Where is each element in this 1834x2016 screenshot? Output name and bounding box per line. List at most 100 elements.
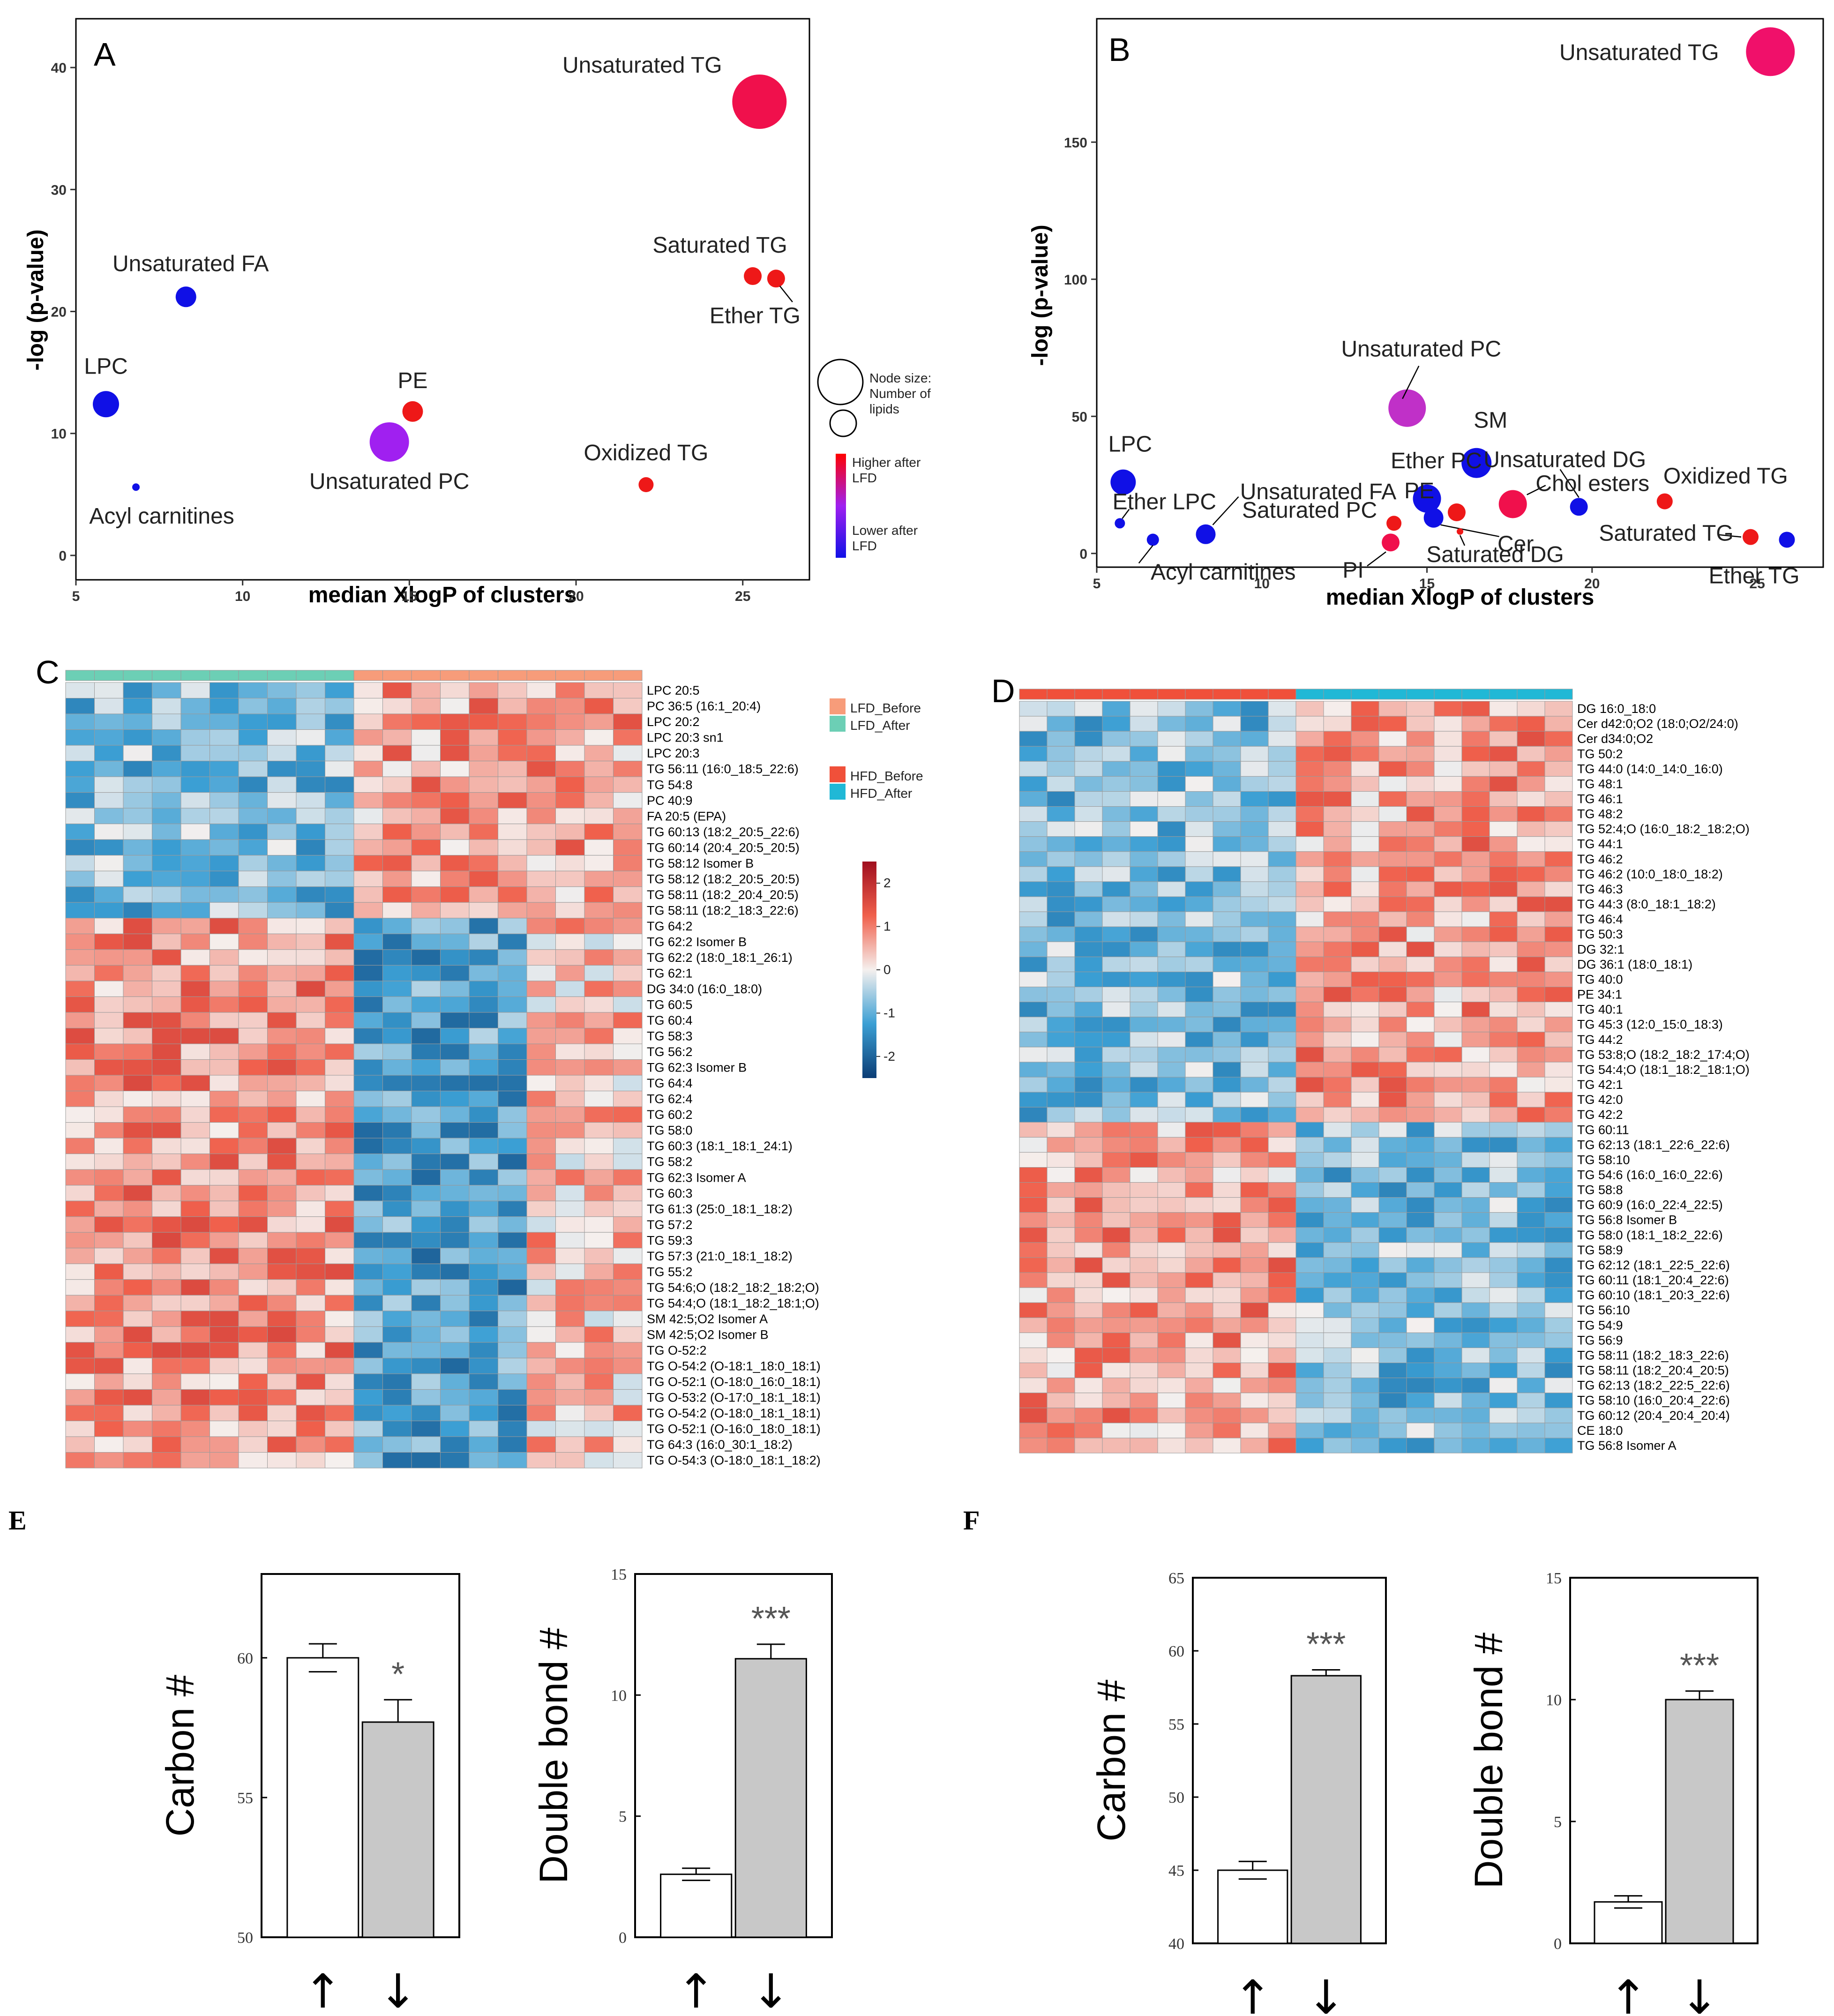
heat-cell [411, 745, 441, 762]
heat-cell [1268, 1378, 1296, 1394]
heat-cell [1268, 1347, 1296, 1364]
heat-cell [1517, 761, 1545, 777]
y-tick-label: 65 [1168, 1570, 1184, 1587]
heat-cell [1240, 881, 1269, 897]
heat-cell [584, 1216, 614, 1233]
heat-cell [1351, 926, 1379, 942]
heat-cell [1434, 1167, 1462, 1183]
heat-cell [1544, 1062, 1573, 1078]
heat-cell [123, 1311, 152, 1327]
heat-cell [1295, 1077, 1324, 1093]
bubble-label-unsaturated-fa: Unsaturated FA [112, 251, 269, 276]
heat-cell [94, 996, 124, 1013]
heat-cell [94, 808, 124, 824]
heat-cell [210, 745, 239, 762]
heat-cell [94, 918, 124, 934]
heat-cell [1130, 881, 1158, 897]
heat-cell [469, 870, 498, 887]
heat-cell [94, 1248, 124, 1264]
row-label: TG 42:1 [1577, 1078, 1623, 1092]
row-label: TG 56:8 Isomer B [1577, 1213, 1677, 1227]
heat-cell [1240, 806, 1269, 822]
heat-cell [555, 918, 585, 934]
heat-cell [613, 824, 643, 840]
heat-cell [1434, 821, 1462, 837]
heat-cell [1019, 1332, 1048, 1348]
heat-cell [1461, 716, 1490, 732]
heat-cell [1102, 1032, 1130, 1048]
heat-cell [1295, 701, 1324, 717]
heat-cell [1378, 746, 1407, 762]
heat-cell [469, 761, 498, 777]
heat-cell [469, 1059, 498, 1076]
heat-cell [1240, 1167, 1269, 1183]
heat-cell [353, 1357, 383, 1374]
leader-line [1559, 469, 1579, 498]
heat-cell [498, 698, 527, 714]
heat-cell [1213, 1002, 1241, 1018]
heat-cell [123, 996, 152, 1013]
heat-cell [238, 745, 268, 762]
heat-cell [152, 902, 181, 919]
heat-cell [296, 682, 325, 699]
heat-cell [267, 1342, 297, 1358]
heat-cell [1434, 1378, 1462, 1394]
heat-cell [1378, 1363, 1407, 1379]
heat-cell [65, 886, 95, 903]
heat-cell [94, 870, 124, 887]
heat-cell [296, 1200, 325, 1217]
heat-cell [296, 1295, 325, 1312]
heat-cell [1130, 1047, 1158, 1063]
leader-line [1402, 366, 1420, 399]
heat-cell [353, 1138, 383, 1154]
heat-cell [1240, 1017, 1269, 1033]
heat-cell [94, 1012, 124, 1028]
heat-cell [1489, 1257, 1518, 1273]
heat-cell [267, 1232, 297, 1249]
heat-cell [1295, 971, 1324, 988]
heat-cell [1461, 1212, 1490, 1228]
heat-cell [94, 729, 124, 746]
heat-cell [1213, 1242, 1241, 1258]
heat-cell [382, 886, 412, 903]
heat-cell [1461, 821, 1490, 837]
heat-cell [94, 745, 124, 762]
heat-cell [555, 1185, 585, 1201]
heat-cell [613, 1138, 643, 1154]
heat-cell [1378, 716, 1407, 732]
row-label: TG 46:3 [1577, 882, 1623, 896]
heat-cell [584, 1154, 614, 1170]
heat-cell [1517, 716, 1545, 732]
bar-up [660, 1874, 733, 1938]
heat-cell [267, 1154, 297, 1170]
heat-cell [613, 933, 643, 950]
heat-cell [1434, 791, 1462, 807]
heat-cell [238, 824, 268, 840]
heat-cell [1185, 1077, 1213, 1093]
heat-cell [1406, 836, 1435, 852]
heat-cell [1323, 971, 1352, 988]
row-label: TG 60:10 (18:1_20:3_22:6) [1577, 1288, 1730, 1302]
heat-cell [152, 1106, 181, 1123]
heat-cell [152, 1091, 181, 1107]
row-label: DG 16:0_18:0 [1577, 702, 1656, 716]
heat-cell [498, 965, 527, 982]
row-label: Cer d34:0;O2 [1577, 732, 1653, 746]
heat-cell [1295, 716, 1324, 732]
heat-cell [1544, 851, 1573, 867]
heat-cell [1406, 851, 1435, 867]
row-label: TG O-54:3 (O-18:0_18:1_18:2) [647, 1454, 821, 1468]
heat-cell [555, 776, 585, 793]
annotation-hfd-before [1240, 689, 1269, 700]
heat-cell [1157, 987, 1186, 1003]
heat-cell [1074, 806, 1103, 822]
heat-cell [440, 776, 470, 793]
heat-cell [1406, 941, 1435, 957]
heat-cell [267, 902, 297, 919]
row-label: TG 54:4;O (18:1_18:2_18:1;O) [647, 1296, 819, 1310]
heat-cell [1268, 941, 1296, 957]
row-label: Cer d42:0;O2 (18:0;O2/24:0) [1577, 717, 1738, 731]
heat-cell [238, 1389, 268, 1406]
